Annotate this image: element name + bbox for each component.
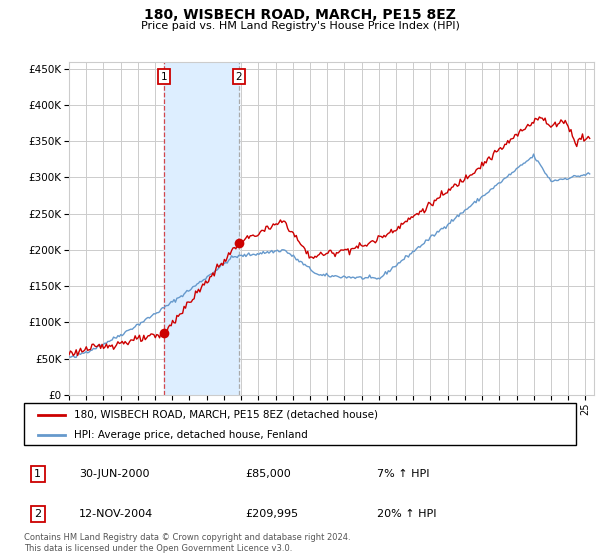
Text: 180, WISBECH ROAD, MARCH, PE15 8EZ: 180, WISBECH ROAD, MARCH, PE15 8EZ [144, 8, 456, 22]
Text: 1: 1 [160, 72, 167, 82]
Text: £209,995: £209,995 [245, 509, 298, 519]
Text: 2: 2 [236, 72, 242, 82]
Bar [164, 62, 239, 395]
Text: 2: 2 [34, 509, 41, 519]
Text: 7% ↑ HPI: 7% ↑ HPI [377, 469, 430, 479]
Text: 12-NOV-2004: 12-NOV-2004 [79, 509, 154, 519]
Text: £85,000: £85,000 [245, 469, 290, 479]
Text: Price paid vs. HM Land Registry's House Price Index (HPI): Price paid vs. HM Land Registry's House … [140, 21, 460, 31]
Text: 20% ↑ HPI: 20% ↑ HPI [377, 509, 437, 519]
Text: 1: 1 [34, 469, 41, 479]
Text: HPI: Average price, detached house, Fenland: HPI: Average price, detached house, Fenl… [74, 430, 307, 440]
Text: 30-JUN-2000: 30-JUN-2000 [79, 469, 150, 479]
Text: 180, WISBECH ROAD, MARCH, PE15 8EZ (detached house): 180, WISBECH ROAD, MARCH, PE15 8EZ (deta… [74, 410, 377, 420]
Text: Contains HM Land Registry data © Crown copyright and database right 2024.
This d: Contains HM Land Registry data © Crown c… [24, 533, 350, 553]
FancyBboxPatch shape [24, 403, 576, 445]
